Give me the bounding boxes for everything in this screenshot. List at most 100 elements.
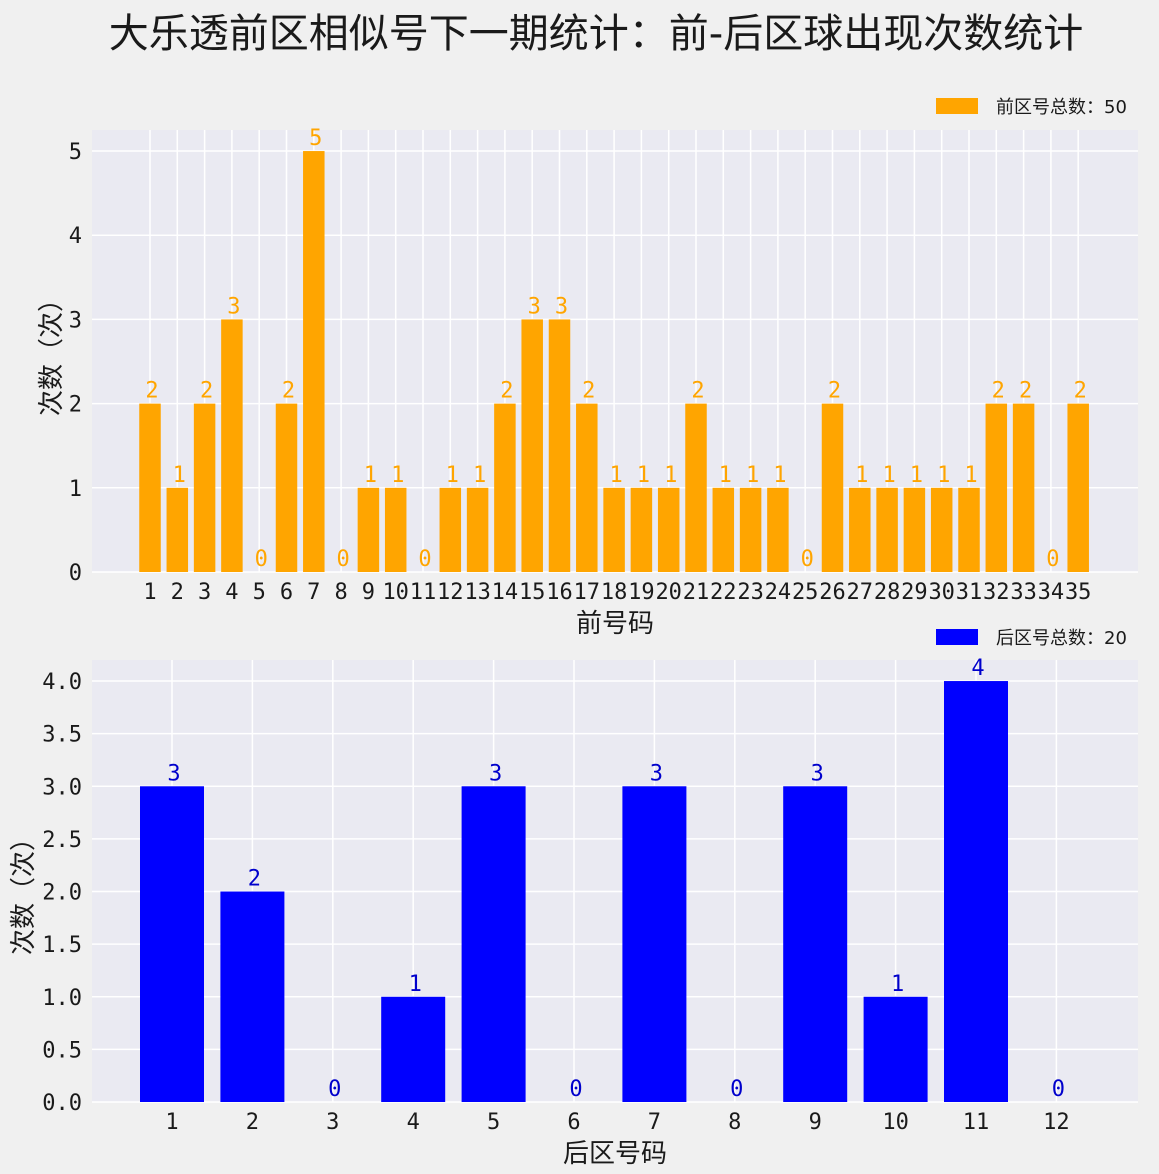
bar-3 [193, 403, 216, 572]
x-tick-label: 12 [437, 580, 464, 605]
data-label-27: 1 [855, 463, 868, 488]
bar-17 [576, 403, 598, 572]
x-tick-label: 24 [765, 580, 792, 605]
data-label-10: 1 [391, 463, 404, 488]
data-label-1: 2 [145, 379, 158, 404]
x-tick-label: 2 [246, 1110, 259, 1135]
data-label-32: 2 [992, 379, 1005, 404]
data-label-18: 1 [609, 463, 622, 488]
bar-22 [712, 487, 735, 572]
x-tick-label: 3 [326, 1110, 339, 1135]
bar-1 [140, 786, 204, 1102]
x-tick-label: 23 [737, 580, 764, 605]
legend-swatch [936, 629, 978, 645]
x-tick-label: 16 [546, 580, 573, 605]
data-label-30: 1 [937, 463, 950, 488]
x-tick-label: 10 [382, 580, 409, 605]
bar-31 [958, 487, 980, 572]
bar-1 [139, 403, 161, 572]
x-tick-label: 31 [956, 580, 983, 605]
y-axis-label: 次数（次） [9, 825, 39, 955]
bar-2 [220, 891, 285, 1102]
data-label-35: 2 [1074, 379, 1087, 404]
y-tick-label: 4.0 [42, 670, 82, 695]
data-label-22: 1 [719, 463, 732, 488]
bar-2 [166, 487, 189, 572]
x-tick-label: 7 [648, 1110, 661, 1135]
data-label-7: 5 [309, 126, 322, 151]
data-label-23: 1 [746, 463, 759, 488]
x-tick-label: 35 [1065, 580, 1092, 605]
bar-13 [466, 487, 489, 572]
y-tick-label: 4 [69, 224, 82, 249]
data-label-9: 3 [811, 761, 824, 786]
legend-label: 后区号总数：20 [996, 628, 1127, 649]
data-label-13: 1 [473, 463, 486, 488]
legend-swatch [936, 98, 978, 114]
x-tick-label: 11 [410, 580, 437, 605]
x-tick-label: 4 [225, 580, 238, 605]
data-label-11: 0 [418, 547, 431, 572]
x-tick-label: 33 [1010, 580, 1037, 605]
x-tick-label: 21 [683, 580, 710, 605]
data-label-2: 2 [248, 867, 261, 892]
x-tick-label: 28 [874, 580, 901, 605]
x-tick-label: 14 [492, 580, 519, 605]
x-tick-label: 5 [487, 1110, 500, 1135]
y-tick-label: 1.5 [42, 933, 82, 958]
data-label-2: 1 [173, 463, 186, 488]
x-axis-label: 后区号码 [563, 1139, 667, 1169]
x-tick-label: 1 [143, 580, 156, 605]
data-label-31: 1 [964, 463, 977, 488]
bar-12 [439, 487, 462, 572]
y-tick-label: 1.0 [42, 986, 82, 1011]
data-label-15: 3 [528, 294, 541, 319]
data-label-3: 2 [200, 379, 213, 404]
data-label-24: 1 [773, 463, 786, 488]
data-label-33: 2 [1019, 379, 1032, 404]
data-label-14: 2 [500, 379, 513, 404]
y-tick-label: 5 [69, 140, 82, 165]
data-label-28: 1 [882, 463, 895, 488]
bar-23 [739, 487, 762, 572]
bar-5 [461, 786, 526, 1102]
figure-title: 大乐透前区相似号下一期统计：前-后区球出现次数统计 [109, 11, 1083, 57]
bar-11 [944, 681, 1008, 1102]
bar-10 [863, 996, 928, 1102]
data-label-5: 0 [255, 547, 268, 572]
bar-29 [903, 487, 926, 572]
x-tick-label: 29 [901, 580, 928, 605]
x-tick-label: 3 [198, 580, 211, 605]
x-tick-label: 30 [928, 580, 955, 605]
data-label-17: 2 [582, 379, 595, 404]
bar-4 [381, 996, 446, 1102]
bar-33 [1012, 403, 1035, 572]
data-label-1: 3 [167, 761, 180, 786]
data-label-21: 2 [691, 379, 704, 404]
x-tick-label: 20 [655, 580, 682, 605]
data-label-19: 1 [637, 463, 650, 488]
data-label-12: 1 [446, 463, 459, 488]
y-tick-label: 0.5 [42, 1038, 82, 1063]
bar-7 [622, 786, 687, 1102]
x-tick-label: 7 [307, 580, 320, 605]
data-label-11: 4 [971, 656, 984, 681]
y-tick-label: 2.0 [42, 881, 82, 906]
data-label-26: 2 [828, 379, 841, 404]
bar-9 [357, 487, 380, 572]
bar-26 [821, 403, 844, 572]
data-label-5: 3 [489, 761, 502, 786]
data-label-34: 0 [1046, 547, 1059, 572]
y-tick-label: 0.0 [42, 1091, 82, 1116]
bar-18 [603, 487, 625, 572]
x-tick-label: 4 [407, 1110, 420, 1135]
data-label-25: 0 [801, 547, 814, 572]
y-tick-label: 3 [69, 308, 82, 333]
x-tick-label: 9 [362, 580, 375, 605]
y-tick-label: 2 [69, 393, 82, 418]
y-tick-label: 2.5 [42, 828, 82, 853]
y-axis-label: 次数（次） [37, 286, 67, 416]
